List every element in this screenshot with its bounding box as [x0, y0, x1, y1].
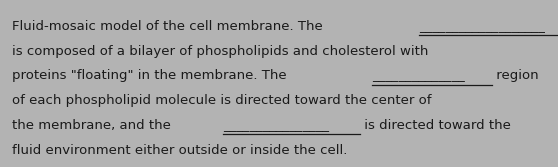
Text: ________________: ________________	[223, 119, 329, 132]
Text: fluid environment either outside or inside the cell.: fluid environment either outside or insi…	[12, 144, 348, 157]
Text: is composed of a bilayer of phospholipids and cholesterol with: is composed of a bilayer of phospholipid…	[12, 45, 429, 58]
Text: region: region	[492, 69, 538, 82]
Text: is directed toward the: is directed toward the	[359, 119, 511, 132]
Text: of each phospholipid molecule is directed toward the center of: of each phospholipid molecule is directe…	[12, 94, 432, 107]
Text: proteins "floating" in the membrane. The: proteins "floating" in the membrane. The	[12, 69, 291, 82]
Text: Fluid-mosaic model of the cell membrane. The: Fluid-mosaic model of the cell membrane.…	[12, 20, 328, 33]
Text: ___________________: ___________________	[418, 20, 545, 33]
Text: ______________: ______________	[372, 69, 465, 82]
Text: the membrane, and the: the membrane, and the	[12, 119, 175, 132]
